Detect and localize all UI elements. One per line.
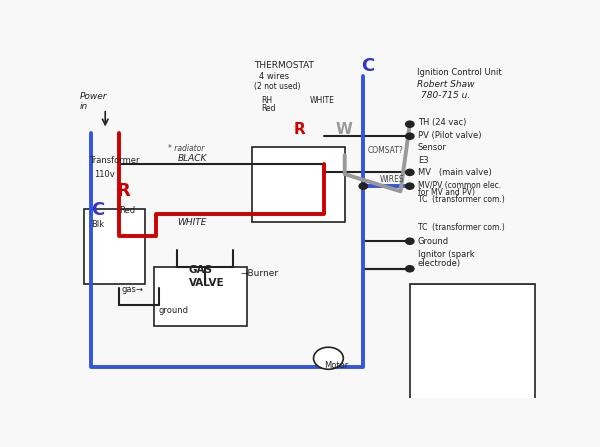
Text: R: R bbox=[293, 122, 305, 137]
Text: gas→: gas→ bbox=[121, 285, 143, 294]
Text: WHITE: WHITE bbox=[310, 96, 335, 105]
Circle shape bbox=[359, 183, 367, 189]
Text: THERMOSTAT: THERMOSTAT bbox=[254, 61, 314, 70]
Text: VALVE: VALVE bbox=[189, 278, 224, 287]
Circle shape bbox=[406, 169, 414, 176]
Text: MV/PV (common elec.: MV/PV (common elec. bbox=[418, 181, 501, 190]
Text: →Burner: →Burner bbox=[240, 270, 278, 278]
Circle shape bbox=[406, 183, 414, 189]
Text: Blk: Blk bbox=[91, 219, 104, 228]
Text: Ground: Ground bbox=[418, 237, 449, 246]
Text: Red: Red bbox=[261, 104, 275, 113]
Text: BLACK: BLACK bbox=[178, 154, 206, 163]
Text: Ignitor (spark: Ignitor (spark bbox=[418, 250, 475, 260]
Text: 780-715 u.: 780-715 u. bbox=[421, 91, 470, 100]
Circle shape bbox=[406, 266, 414, 272]
Text: electrode): electrode) bbox=[418, 259, 461, 268]
Text: Motor: Motor bbox=[324, 361, 348, 370]
Bar bbox=[84, 208, 145, 284]
Text: in: in bbox=[80, 102, 88, 111]
Circle shape bbox=[406, 238, 414, 245]
Text: GAS: GAS bbox=[189, 266, 213, 275]
Text: Transformer: Transformer bbox=[89, 156, 139, 165]
Text: TH (24 vac): TH (24 vac) bbox=[418, 118, 466, 127]
Text: * radiator: * radiator bbox=[168, 144, 205, 153]
Text: ground: ground bbox=[158, 306, 188, 315]
Bar bbox=[252, 147, 345, 222]
Text: WIRES: WIRES bbox=[380, 175, 404, 184]
Text: W: W bbox=[335, 122, 352, 137]
Text: RH: RH bbox=[261, 96, 272, 105]
Text: C: C bbox=[91, 201, 104, 219]
Text: for MV and PV): for MV and PV) bbox=[418, 188, 475, 197]
Bar bbox=[154, 267, 247, 325]
Text: E3: E3 bbox=[418, 156, 428, 165]
Text: Ignition Control Unit: Ignition Control Unit bbox=[417, 68, 502, 77]
Text: (2 not used): (2 not used) bbox=[254, 82, 301, 91]
Text: Power: Power bbox=[80, 92, 107, 101]
Text: C: C bbox=[361, 57, 374, 75]
Text: Sensor: Sensor bbox=[418, 143, 446, 152]
Circle shape bbox=[406, 121, 414, 127]
Text: Robert Shaw: Robert Shaw bbox=[417, 80, 474, 89]
Text: 4 wires: 4 wires bbox=[259, 72, 289, 80]
Text: Red: Red bbox=[119, 206, 136, 215]
Text: MV   (main valve): MV (main valve) bbox=[418, 168, 491, 177]
Text: TC  (transformer com.): TC (transformer com.) bbox=[418, 195, 505, 204]
Text: TC  (transformer com.): TC (transformer com.) bbox=[418, 209, 505, 218]
Text: R: R bbox=[117, 182, 131, 200]
Text: PV (Pilot valve): PV (Pilot valve) bbox=[418, 131, 481, 140]
Text: COMSAT?: COMSAT? bbox=[368, 146, 404, 155]
Circle shape bbox=[406, 133, 414, 139]
Text: 110v: 110v bbox=[94, 169, 115, 179]
Bar bbox=[410, 284, 535, 447]
Text: TC  (transformer com.): TC (transformer com.) bbox=[418, 223, 505, 232]
Text: WHITE: WHITE bbox=[178, 219, 207, 228]
Circle shape bbox=[314, 347, 343, 369]
